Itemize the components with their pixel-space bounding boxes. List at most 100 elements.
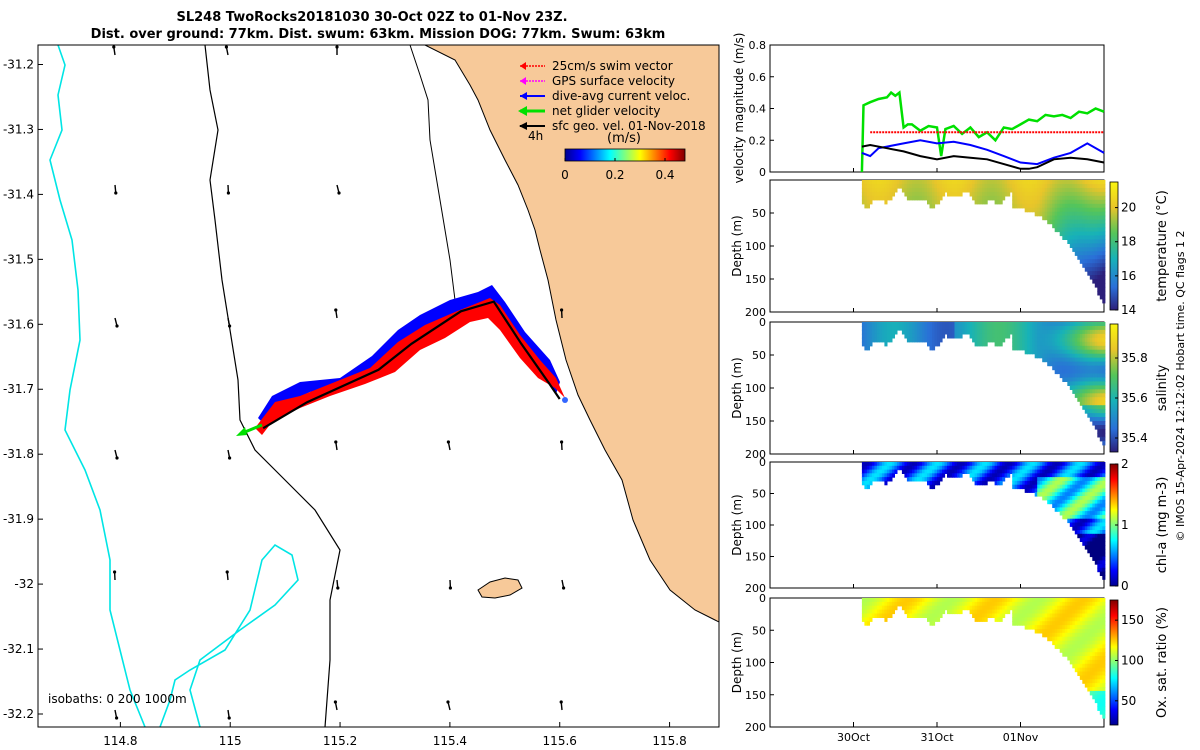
section-cell: [1037, 465, 1041, 471]
section-cell: [934, 601, 938, 607]
section-cell: [1099, 353, 1103, 359]
section-cell: [1074, 492, 1078, 497]
section-cell: [1094, 511, 1098, 516]
section-cell: [1059, 480, 1063, 486]
section-cell: [1059, 469, 1063, 474]
section-cell: [891, 462, 895, 467]
section-cell: [1052, 496, 1056, 501]
section-cell: [1054, 191, 1058, 197]
section-cell: [1102, 180, 1106, 185]
section-cell: [1044, 617, 1048, 622]
section-cell: [1062, 211, 1066, 217]
section-cell: [904, 609, 908, 615]
section-cell: [1089, 663, 1093, 669]
section-cell: [957, 605, 961, 611]
section-cell: [1077, 522, 1081, 527]
section-cell: [881, 465, 885, 471]
section-cell: [1099, 605, 1103, 611]
section-cell: [1077, 247, 1081, 252]
section-cell: [879, 195, 883, 201]
section-cell: [914, 469, 918, 474]
section-cell: [922, 462, 926, 467]
section-cell: [984, 469, 988, 474]
section-cell: [1099, 385, 1103, 390]
section-cell: [1074, 353, 1078, 359]
section-cell: [1079, 465, 1083, 471]
section-cell: [1054, 203, 1058, 209]
section-cell: [864, 484, 868, 490]
section-cell: [1097, 706, 1101, 711]
section-cell: [1019, 191, 1023, 197]
section-cell: [1089, 377, 1093, 382]
section-cell: [1002, 184, 1006, 189]
section-cell: [1054, 333, 1058, 339]
section-cell: [1082, 465, 1086, 471]
section-cell: [1044, 477, 1048, 482]
section-cell: [1089, 625, 1093, 630]
section-cell: [934, 187, 938, 193]
section-cell: [1079, 349, 1083, 355]
section-cell: [1084, 187, 1088, 193]
section-cell: [1099, 227, 1103, 233]
section-cell: [1027, 621, 1031, 626]
section-cell: [1074, 477, 1078, 482]
section-cell: [1099, 545, 1103, 550]
section-cell: [1077, 496, 1081, 501]
section-cell: [1047, 625, 1051, 630]
section-cell: [1082, 393, 1086, 398]
section-cell: [1092, 625, 1096, 630]
section-cell: [1074, 605, 1078, 611]
section-cell: [929, 480, 933, 486]
section-cell: [1062, 377, 1066, 382]
section-cell: [982, 598, 986, 603]
section-cell: [1064, 195, 1068, 201]
section-cell: [904, 473, 908, 478]
section-cell: [979, 199, 983, 205]
section-cell: [1102, 687, 1106, 692]
section-cell: [1082, 329, 1086, 335]
section-cell: [979, 473, 983, 478]
section-cell: [989, 473, 993, 478]
section-cell: [1089, 203, 1093, 209]
section-cell: [1087, 409, 1091, 414]
section-cell: [1089, 326, 1093, 331]
section-cell: [1094, 397, 1098, 402]
section-cell: [869, 465, 873, 471]
section-cell: [1069, 345, 1073, 351]
section-cell: [917, 333, 921, 339]
section-cell: [1047, 629, 1051, 634]
section-cell: [1072, 526, 1076, 531]
section-cell: [1029, 469, 1033, 474]
section-cell: [1097, 679, 1101, 684]
section-cell: [1094, 694, 1098, 700]
section-cell: [1062, 195, 1066, 201]
section-cell: [1099, 369, 1103, 375]
section-cell: [1097, 522, 1101, 527]
section-cell: [879, 333, 883, 339]
section-cell: [861, 473, 865, 478]
side-note: © IMOS 15-Apr-2024 12:12:02 Hobart time.…: [1174, 231, 1187, 542]
section-cell: [1079, 207, 1083, 213]
section-cell: [1057, 184, 1061, 189]
section-cell: [1032, 477, 1036, 482]
section-cell: [944, 322, 948, 327]
section-cell: [932, 345, 936, 351]
section-cell: [1032, 341, 1036, 347]
section-cell: [1027, 184, 1031, 189]
section-cell: [1059, 199, 1063, 205]
section-cell: [982, 326, 986, 331]
section-cell: [1082, 191, 1086, 197]
section-cell: [952, 187, 956, 193]
section-cell: [879, 329, 883, 335]
section-cell: [1099, 345, 1103, 351]
section-cell: [932, 203, 936, 209]
section-cell: [1019, 617, 1023, 622]
section-cell: [992, 329, 996, 335]
section-cell: [1102, 545, 1106, 550]
section-cell: [876, 333, 880, 339]
section-cell: [866, 191, 870, 197]
section-cell: [1047, 598, 1051, 603]
geo-arrowhead: [226, 191, 230, 195]
section-cell: [1064, 329, 1068, 335]
section-cell: [909, 601, 913, 607]
